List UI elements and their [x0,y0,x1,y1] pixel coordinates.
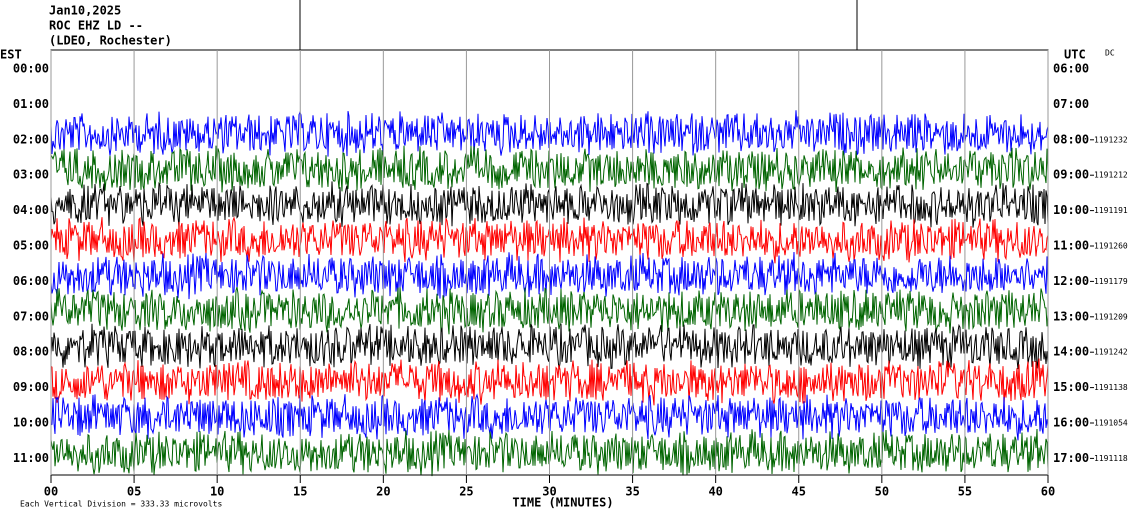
dc-value: 1191232 [1094,135,1128,144]
left-axis-title: EST [0,48,22,62]
utc-label: 06:00 [1053,62,1089,76]
x-tick-label: 15 [293,485,307,499]
utc-label: 08:00 [1053,132,1089,146]
x-tick-label: 25 [459,485,473,499]
utc-label: 13:00 [1053,309,1089,323]
est-label: 11:00 [13,451,49,465]
utc-label: 07:00 [1053,97,1089,111]
x-tick-label: 50 [875,485,889,499]
title: ROC EHZ LD -- [49,19,143,33]
x-tick-label: 40 [708,485,722,499]
est-label: 00:00 [13,62,49,76]
x-tick-label: 05 [127,485,141,499]
utc-label: 11:00 [1053,239,1089,253]
utc-label: 17:00 [1053,451,1089,465]
est-label: 06:00 [13,274,49,288]
right-axis-title: UTC [1064,48,1086,62]
utc-label: 10:00 [1053,203,1089,217]
dc-value: 1191054 [1094,419,1128,428]
x-tick-label: 60 [1041,485,1055,499]
utc-label: 09:00 [1053,168,1089,182]
x-tick-label: 10 [210,485,224,499]
est-label: 02:00 [13,132,49,146]
est-label: 04:00 [13,203,49,217]
footer: Each Vertical Division = 333.33 microvol… [20,500,222,509]
dc-value: 1191118 [1094,454,1128,463]
est-label: 08:00 [13,345,49,359]
x-tick-label: 45 [792,485,806,499]
x-tick-label: 35 [625,485,639,499]
utc-label: 16:00 [1053,416,1089,430]
x-tick-label: 30 [542,485,556,499]
dc-value: 1191260 [1094,242,1128,251]
title: (LDEO, Rochester) [49,34,172,48]
x-tick-label: 55 [958,485,972,499]
est-label: 05:00 [13,239,49,253]
dc-value: 1191212 [1094,171,1128,180]
dc-value: 1191179 [1094,277,1128,286]
utc-label: 14:00 [1053,345,1089,359]
x-axis-title: TIME (MINUTES) [512,496,613,510]
dc-value: 1191138 [1094,383,1128,392]
utc-label: 12:00 [1053,274,1089,288]
est-label: 01:00 [13,97,49,111]
est-label: 03:00 [13,168,49,182]
est-label: 09:00 [13,380,49,394]
dc-value: 1191209 [1094,312,1128,321]
utc-label: 15:00 [1053,380,1089,394]
dc-value: 1191242 [1094,348,1128,357]
est-label: 10:00 [13,416,49,430]
x-tick-label: 20 [376,485,390,499]
est-label: 07:00 [13,309,49,323]
x-tick-label: 00 [44,485,58,499]
dc-value: 1191191 [1094,206,1128,215]
title: Jan10,2025 [49,4,121,18]
dc-title: DC [1105,49,1115,58]
